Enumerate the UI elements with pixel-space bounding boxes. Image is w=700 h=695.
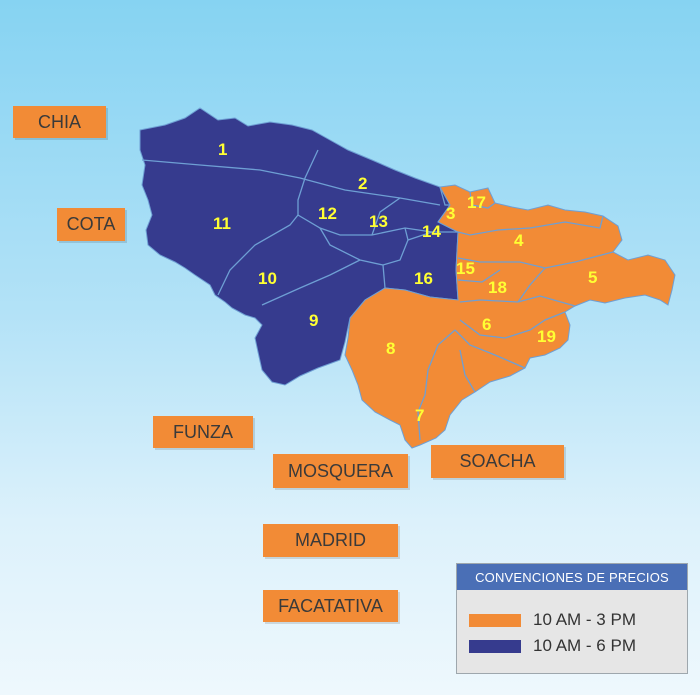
zone-label-2: 2 [358,174,367,193]
legend-label-b: 10 AM - 6 PM [533,636,636,655]
zone-boundary-line [297,149,458,236]
legend-item-a: 10 AM - 3 PM [469,610,636,630]
zone-boundary-line [457,269,501,283]
town-cota: COTA [57,208,125,241]
zone-boundary-line [261,259,361,306]
zone-label-18: 18 [488,278,507,297]
zone-label-8: 8 [386,339,395,358]
legend-title: CONVENCIONES DE PRECIOS [457,564,687,590]
zone-boundary-line [517,267,546,303]
town-facatativa: FACATATIVA [263,590,398,622]
blue-region [139,107,459,386]
zone-label-14: 14 [422,222,441,241]
zone-boundary-line [457,215,604,236]
zone-label-7: 7 [415,406,424,425]
zone-boundaries [141,149,614,441]
zone-label-3: 3 [446,204,455,223]
zone-boundary-line [457,251,614,269]
price-legend: CONVENCIONES DE PRECIOS 10 AM - 3 PM 10 … [456,563,688,674]
zone-label-1: 1 [218,140,227,159]
zone-label-19: 19 [537,327,556,346]
town-chia: CHIA [13,106,106,138]
zone-boundary-line [382,264,386,289]
zone-label-10: 10 [258,269,277,288]
zone-label-17: 17 [467,193,486,212]
zone-label-13: 13 [369,212,388,231]
zone-boundary-line [459,349,476,393]
zone-boundary-line [417,329,456,441]
zone-label-15: 15 [456,259,475,278]
zone-boundary-line [217,214,299,296]
orange-region [344,184,676,449]
zone-boundary-line [469,191,496,209]
legend-item-b: 10 AM - 6 PM [469,636,636,656]
zone-boundary-line [454,329,526,369]
town-mosquera: MOSQUERA [273,454,408,488]
legend-swatch-b [469,639,521,653]
zone-label-6: 6 [482,315,491,334]
town-funza: FUNZA [153,416,253,448]
town-soacha: SOACHA [431,445,564,478]
town-madrid: MADRID [263,524,398,557]
zone-label-11: 11 [213,214,231,233]
legend-label-a: 10 AM - 3 PM [533,610,636,629]
zone-label-9: 9 [309,311,318,330]
zone-boundary-line [407,231,433,241]
zone-boundary-line [371,197,401,236]
zone-boundary-line [459,311,566,339]
zone-label-5: 5 [588,268,597,287]
legend-swatch-a [469,613,521,627]
zone-label-16: 16 [414,269,433,288]
zone-label-4: 4 [514,231,524,250]
zone-label-12: 12 [318,204,337,223]
zone-boundary-line [439,186,450,206]
